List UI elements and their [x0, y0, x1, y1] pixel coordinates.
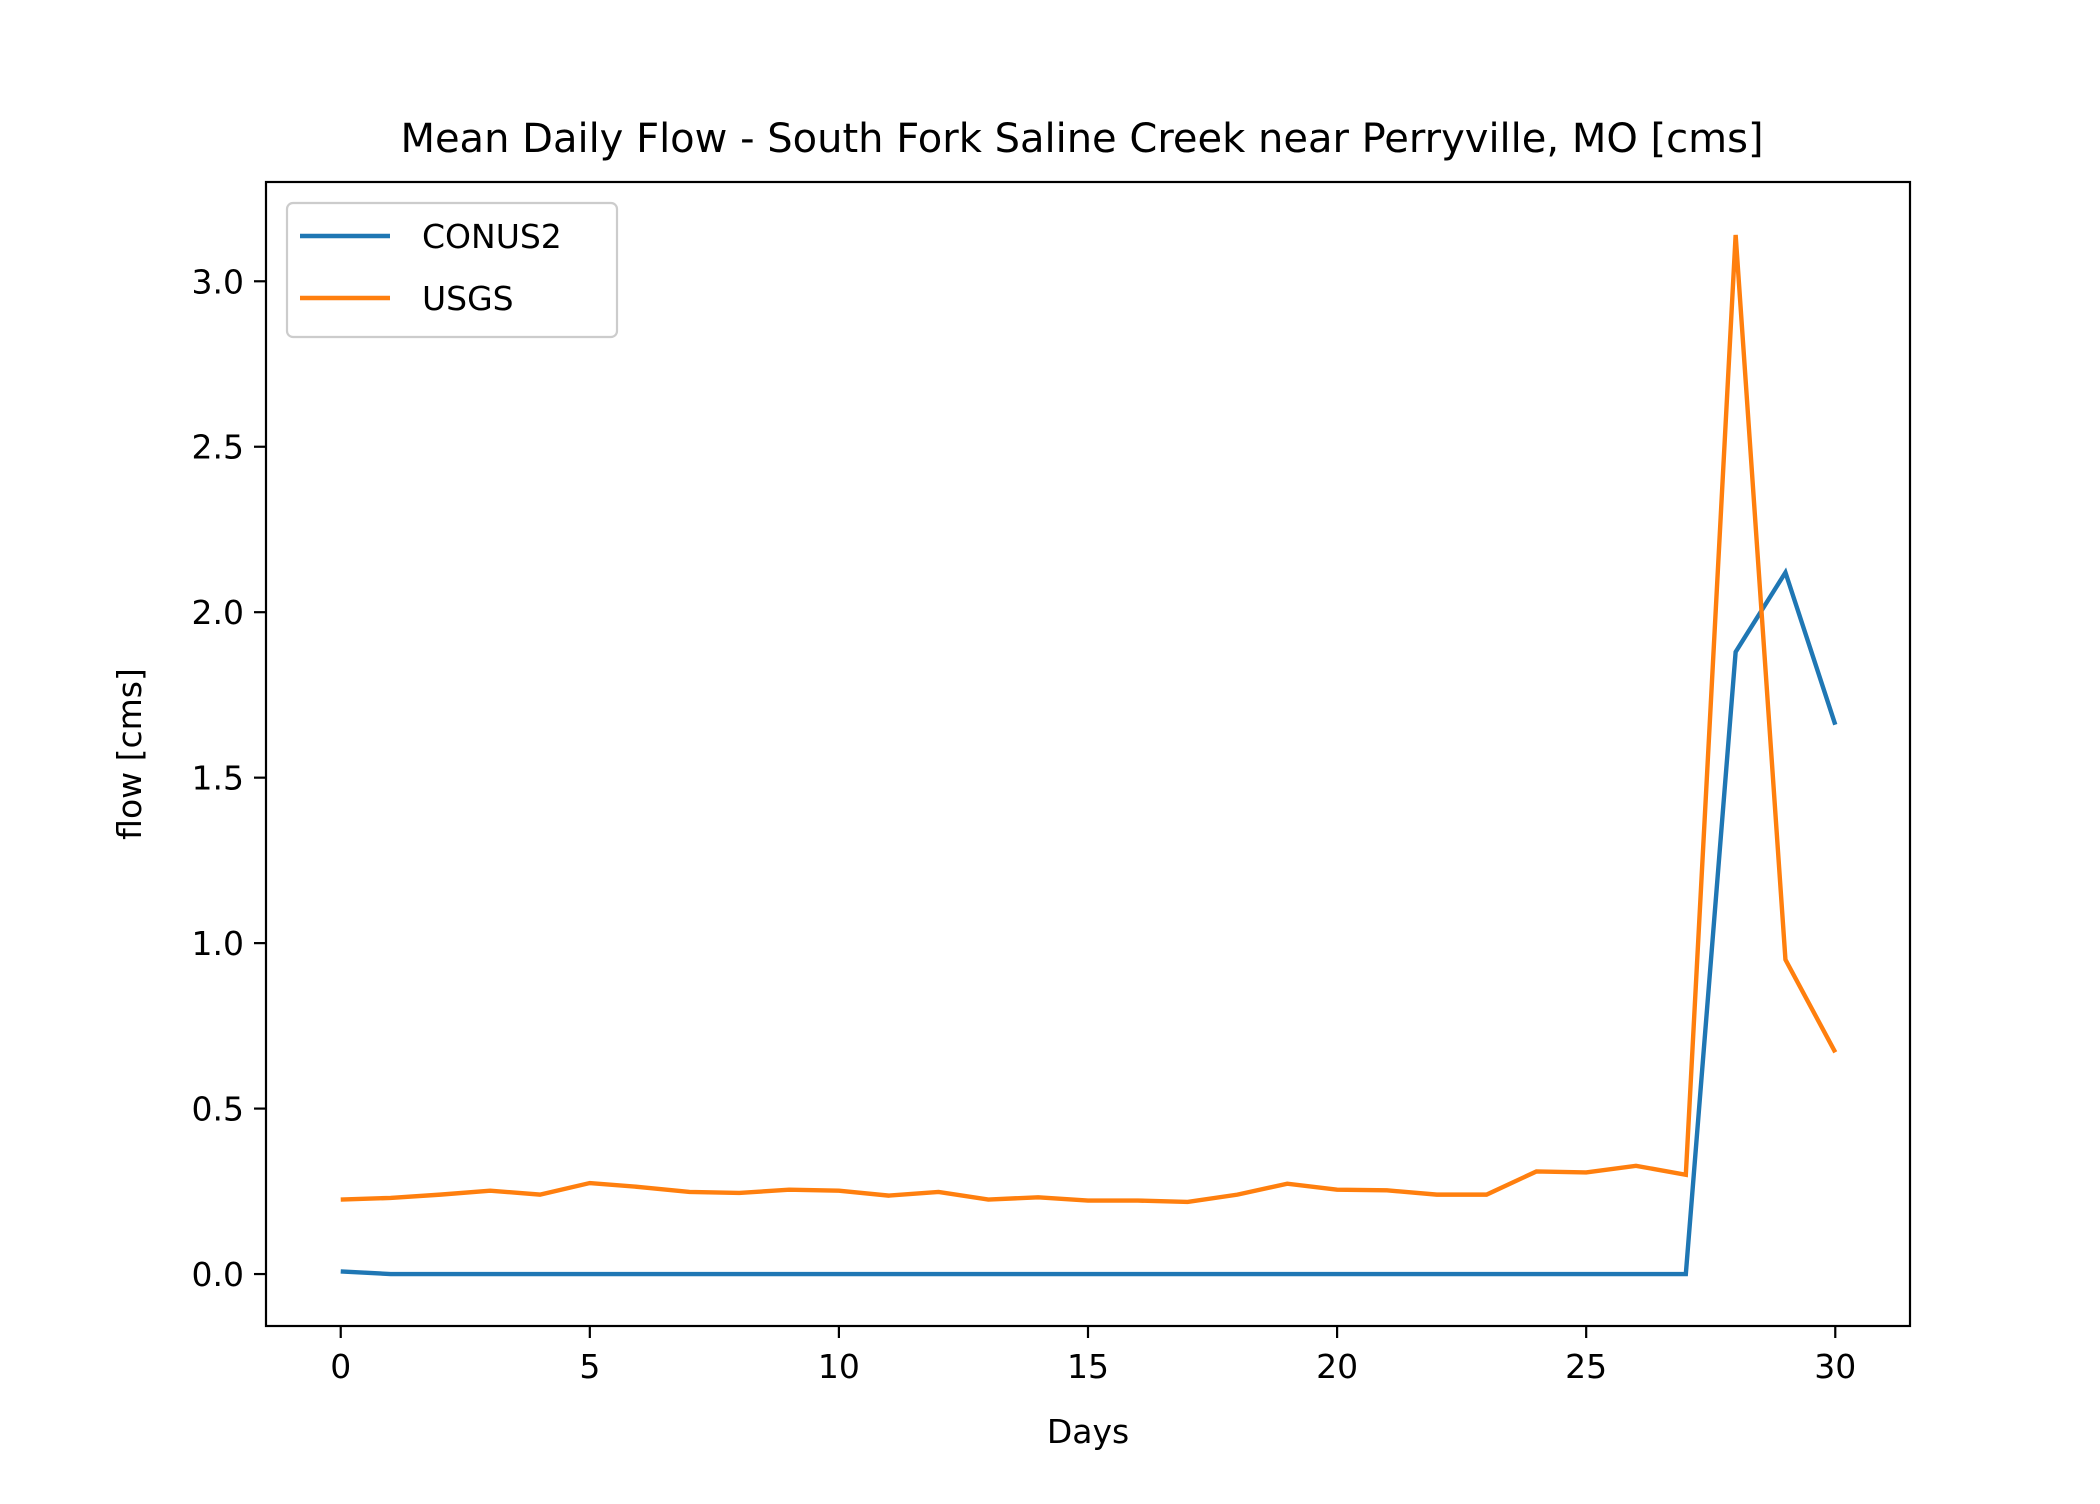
legend-label-usgs: USGS	[422, 279, 514, 318]
y-tick-label: 1.0	[192, 924, 244, 963]
x-tick-label: 5	[579, 1347, 600, 1386]
y-tick-label: 0.5	[192, 1090, 244, 1129]
series-line-conus2	[340, 567, 1838, 1277]
x-axis: 0 5 10 15 20 25 30	[330, 1326, 1856, 1386]
x-tick-label: 30	[1814, 1347, 1856, 1386]
y-axis-label: flow [cms]	[110, 668, 149, 840]
legend-label-conus2: CONUS2	[422, 217, 562, 256]
y-tick-label: 2.5	[192, 428, 244, 467]
y-tick-label: 2.0	[192, 593, 244, 632]
x-tick-label: 20	[1316, 1347, 1358, 1386]
x-axis-label: Days	[1047, 1412, 1129, 1451]
chart-title: Mean Daily Flow - South Fork Saline Cree…	[400, 116, 1763, 162]
x-tick-label: 25	[1565, 1347, 1607, 1386]
x-tick-label: 0	[330, 1347, 351, 1386]
plot-area	[340, 234, 1838, 1277]
y-axis: 0.0 0.5 1.0 1.5 2.0 2.5 3.0	[192, 262, 266, 1294]
y-tick-label: 1.5	[192, 759, 244, 798]
legend: CONUS2 USGS	[285, 201, 619, 339]
series-line-usgs	[340, 234, 1838, 1205]
y-tick-label: 0.0	[192, 1255, 244, 1294]
x-tick-label: 10	[818, 1347, 860, 1386]
y-tick-label: 3.0	[192, 262, 244, 301]
x-tick-label: 15	[1067, 1347, 1109, 1386]
